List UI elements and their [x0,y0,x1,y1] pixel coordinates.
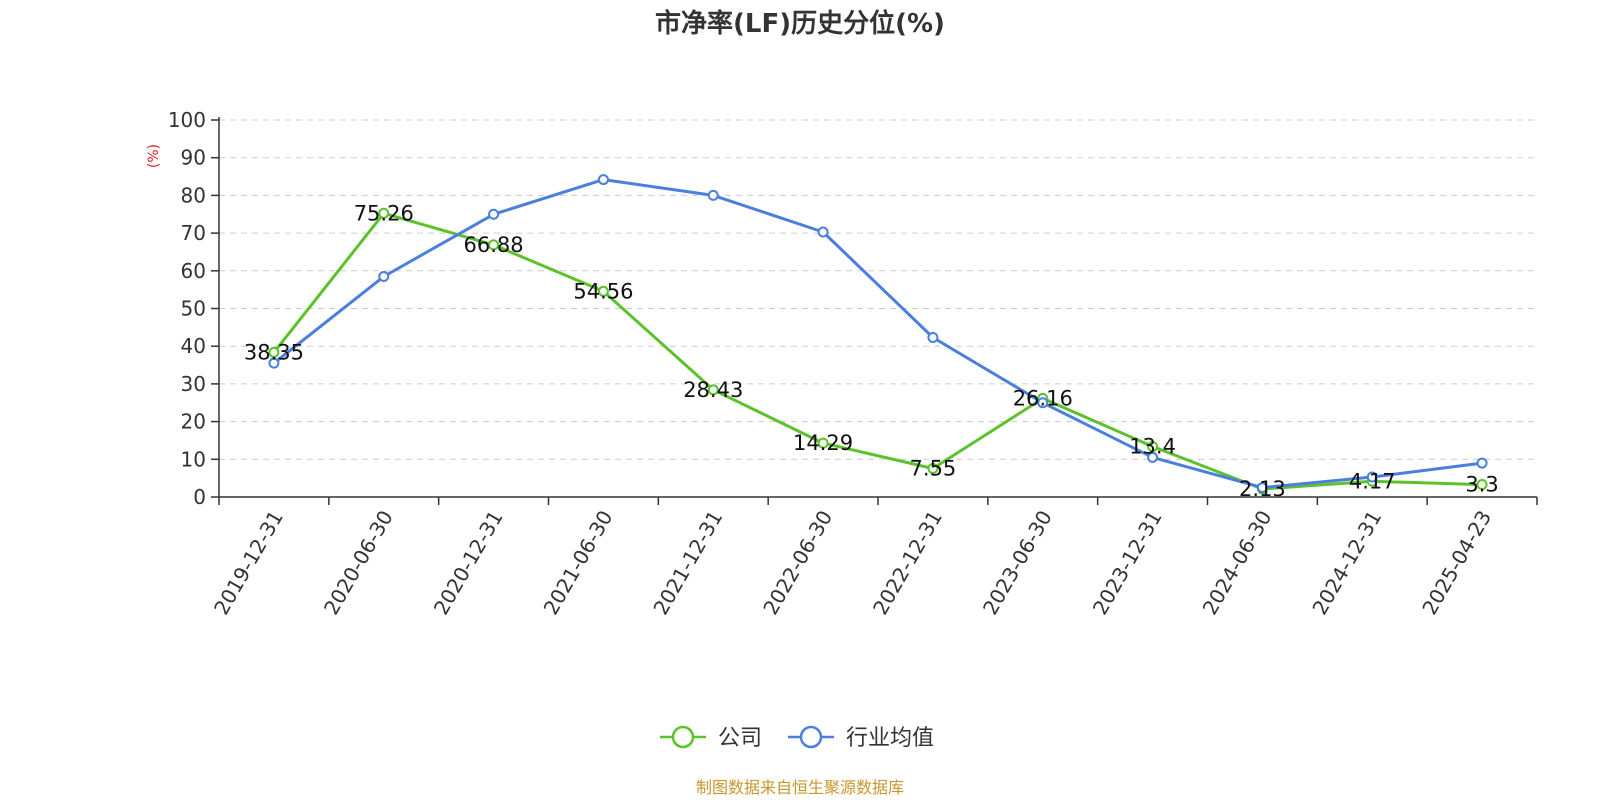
legend-label-company: 公司 [718,726,762,751]
x-tick-label: 2019-12-31 [209,506,288,619]
data-labels: 38.35 75.26 66.88 54.56 28.43 14.29 7.55 26.16 1… [244,201,1499,501]
x-tick-label: 2023-12-31 [1088,506,1167,619]
legend-marker-company [671,725,695,749]
y-tick-label: 10 [181,447,206,471]
data-label: 38.35 [244,340,304,364]
data-label: 26.16 [1013,386,1073,410]
x-tick-label: 2024-06-30 [1198,506,1277,619]
data-point-series-0[interactable] [927,463,939,475]
x-tick-label: 2023-06-30 [978,506,1057,619]
data-label: 54.56 [573,279,633,303]
y-tick-label: 40 [181,334,206,358]
data-point-series-0[interactable] [268,346,280,358]
data-label: 4.17 [1349,469,1396,493]
data-label: 75.26 [354,201,414,225]
data-point-series-1[interactable] [1476,457,1488,469]
data-point-series-1[interactable] [927,332,939,344]
data-point-series-0[interactable] [488,239,500,251]
data-point-series-1[interactable] [488,208,500,220]
y-tick-label: 30 [181,372,206,396]
y-tick-label: 0 [193,485,206,509]
data-point-series-0[interactable] [378,207,390,219]
data-point-series-1[interactable] [817,226,829,238]
axes [211,117,1538,505]
data-point-series-0[interactable] [597,285,609,297]
y-tick-label: 60 [181,259,206,283]
x-tick-label: 2022-06-30 [758,506,837,619]
x-tick-label: 2020-06-30 [319,506,398,619]
data-point-series-0[interactable] [707,384,719,396]
y-tick-label: 80 [181,183,206,207]
data-point-series-0[interactable] [1147,440,1159,452]
legend-label-industry-average: 行业均值 [846,726,934,751]
data-point-series-1[interactable] [1366,471,1378,483]
series-line-0 [272,211,1483,491]
x-ticks: 2019-12-31 2020-06-30 2020-12-31 2021-06-30… [209,506,1496,619]
data-label: 66.88 [464,233,524,257]
x-tick-label: 2021-06-30 [539,506,618,619]
data-point-series-1[interactable] [268,357,280,369]
data-label: 13.4 [1129,434,1176,458]
legend-item-industry-average[interactable]: 行业均值 [788,725,934,751]
x-tick-label: 2021-12-31 [648,506,727,619]
grid [219,119,1537,460]
data-point-series-1[interactable] [1147,451,1159,463]
legend-marker-industry-average [799,725,823,749]
series-lines [272,178,1483,491]
series-line-1 [272,178,1483,490]
data-point-series-1[interactable] [1256,482,1268,494]
y-tick-label: 100 [168,108,206,132]
data-label: 3.3 [1465,473,1498,497]
x-tick-label: 2024-12-31 [1307,506,1386,619]
data-label: 2.13 [1239,477,1286,501]
y-ticks: 0 10 20 30 40 50 60 70 80 90 100 [168,108,206,509]
data-label: 28.43 [683,378,743,402]
data-point-series-1[interactable] [707,189,719,201]
data-point-series-1[interactable] [597,174,609,186]
data-label: 14.29 [793,431,853,455]
y-tick-label: 20 [181,410,206,434]
data-point-series-1[interactable] [378,270,390,282]
chart-title: 市净率(LF)历史分位(%) [655,8,945,39]
x-tick-label: 2020-12-31 [429,506,508,619]
data-label: 7.55 [910,457,957,481]
x-tick-label: 2022-12-31 [868,506,947,619]
y-tick-label: 90 [181,146,206,170]
y-tick-label: 50 [181,297,206,321]
series-points[interactable] [268,174,1488,495]
source-note: 制图数据来自恒生聚源数据库 [696,778,904,797]
data-point-series-0[interactable] [1476,479,1488,491]
y-axis-label: (%) [146,144,162,168]
legend-item-company[interactable]: 公司 [660,725,762,751]
data-point-series-0[interactable] [817,437,829,449]
y-tick-label: 70 [181,221,206,245]
legend[interactable]: 公司 行业均值 [660,725,934,751]
data-point-series-1[interactable] [1037,397,1049,409]
x-tick-label: 2025-04-23 [1417,506,1496,619]
